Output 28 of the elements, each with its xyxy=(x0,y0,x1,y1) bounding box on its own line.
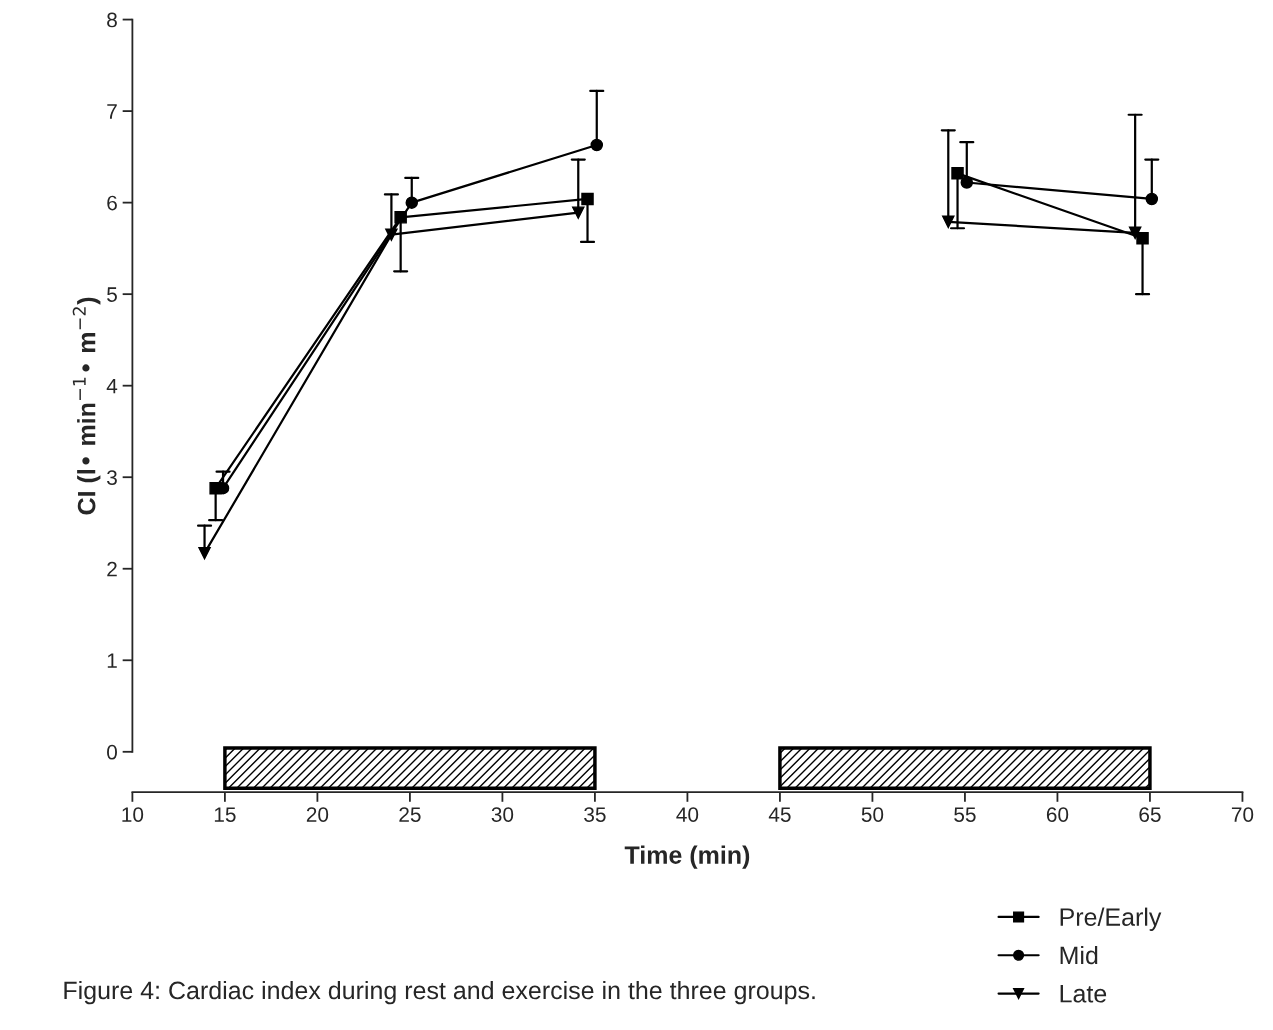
y-tick-label: 6 xyxy=(107,195,117,211)
y-tick-label: 1 xyxy=(107,653,117,668)
x-tick-label: 65 xyxy=(1139,807,1161,822)
y-tick-label: 2 xyxy=(107,561,117,577)
x-tick-label: 25 xyxy=(399,807,421,822)
x-tick-label: 35 xyxy=(584,807,606,822)
x-tick-label: 30 xyxy=(491,807,514,822)
y-tick-label: 3 xyxy=(107,470,117,485)
x-tick-label: 40 xyxy=(676,807,699,822)
x-tick-label: 15 xyxy=(214,807,236,822)
caption: Figure 4: Cardiac index during rest and exercise in the three groups. xyxy=(64,980,815,1005)
legend-label: Pre/Early xyxy=(1060,907,1162,931)
x-tick-label: 50 xyxy=(861,807,884,822)
x-tick-label: 70 xyxy=(1231,807,1254,822)
x-tick-label: 45 xyxy=(768,807,791,822)
y-tick-label: 4 xyxy=(106,378,118,394)
x-axis-title: Time (min) xyxy=(624,845,750,869)
y-tick-label: 5 xyxy=(107,287,117,302)
y-tick-label: 7 xyxy=(107,104,117,119)
y-tick-label: 8 xyxy=(107,12,117,28)
legend-label: Mid xyxy=(1060,945,1098,965)
x-tick-label: 20 xyxy=(306,807,329,822)
y-axis-title: CI (l• min$^{−1}$• m$^{−2}$) xyxy=(72,297,101,515)
legend-label: Late xyxy=(1060,985,1107,1003)
y-tick-label: 0 xyxy=(107,744,117,760)
x-tick-label: 55 xyxy=(954,807,976,822)
x-tick-label: 60 xyxy=(1046,807,1069,822)
x-tick-label: 10 xyxy=(122,807,144,822)
